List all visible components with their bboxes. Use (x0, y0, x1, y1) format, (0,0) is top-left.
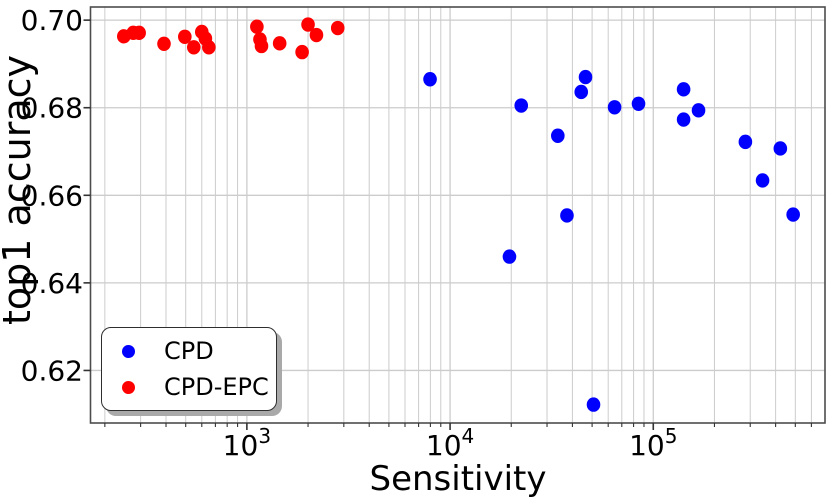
cpd-marker-icon (122, 344, 135, 358)
plot-border (89, 6, 826, 424)
data-point-cpd-epc (330, 20, 345, 36)
data-point-cpd-epc (202, 40, 216, 55)
y-tick-label: 0.70 (21, 4, 83, 37)
cpd-epc-marker-icon (122, 380, 135, 394)
data-point-cpd-epc (250, 19, 264, 34)
data-point-cpd-epc (132, 25, 146, 41)
legend-label-cpd: CPD (164, 337, 214, 365)
data-point-cpd-epc (157, 36, 171, 51)
data-point-cpd (607, 100, 622, 115)
legend-item-cpd-epc: CPD-EPC (102, 370, 276, 404)
data-point-cpd (578, 69, 593, 85)
data-point-cpd (755, 173, 770, 188)
data-point-cpd (631, 96, 646, 111)
data-point-cpd (691, 103, 706, 118)
data-point-cpd (423, 72, 437, 87)
y-tick-label: 0.64 (21, 267, 83, 300)
data-point-cpd-epc (301, 17, 315, 32)
data-point-cpd (773, 141, 788, 156)
data-point-cpd (738, 134, 753, 150)
data-point-cpd (676, 112, 691, 127)
data-point-cpd (560, 208, 574, 223)
data-point-cpd-epc (186, 40, 201, 55)
data-point-cpd (586, 397, 601, 412)
data-point-cpd (514, 98, 529, 113)
y-axis-label: top1 accuracy (0, 55, 39, 325)
data-point-cpd-epc (272, 36, 287, 51)
legend: CPD CPD-EPC (101, 327, 277, 411)
data-point-cpd (551, 128, 565, 143)
x-axis-label: Sensitivity (369, 459, 546, 498)
legend-label-cpd-epc: CPD-EPC (164, 373, 269, 401)
legend-item-cpd: CPD (102, 334, 276, 368)
x-tick-label: 105 (629, 424, 677, 462)
data-point-cpd (574, 84, 589, 100)
data-point-cpd-epc (295, 44, 309, 60)
data-point-cpd-epc (178, 29, 192, 44)
x-tick-label: 104 (426, 424, 474, 462)
y-tick-label: 0.62 (21, 354, 83, 387)
x-tick-label: 103 (223, 424, 271, 462)
y-tick-label: 0.66 (21, 179, 83, 212)
data-point-cpd-epc (309, 27, 324, 43)
data-point-cpd (502, 249, 517, 264)
y-tick-label: 0.68 (21, 92, 83, 125)
data-point-cpd (786, 207, 800, 222)
data-point-cpd-epc (254, 38, 269, 54)
data-point-cpd (676, 82, 691, 97)
